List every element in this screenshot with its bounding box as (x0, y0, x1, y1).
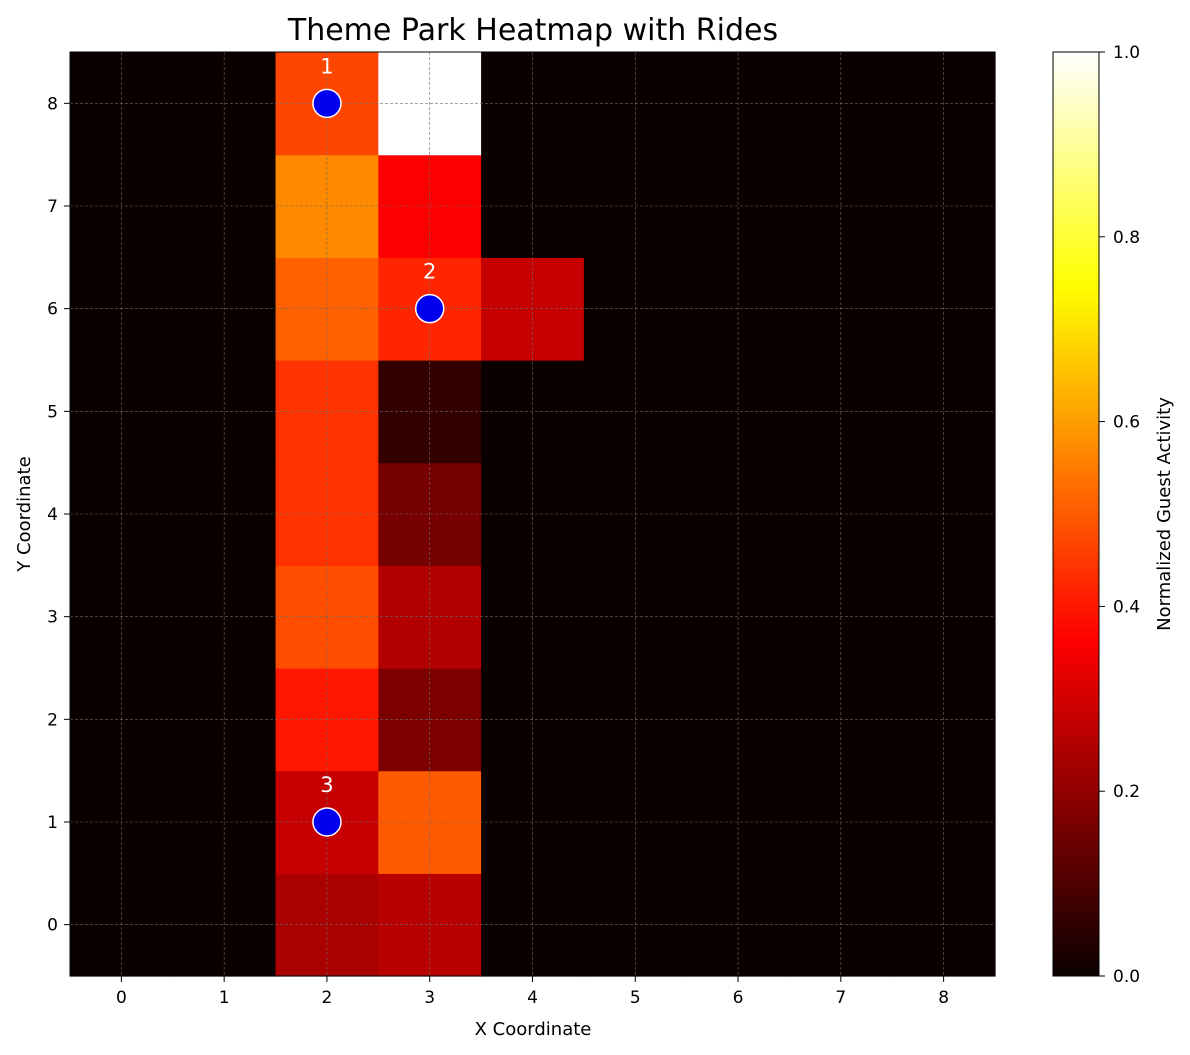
colorbar (1052, 51, 1100, 977)
ride-label-1: 1 (320, 54, 333, 78)
heatmap-cell-0-7 (70, 154, 174, 258)
x-tick-label: 0 (116, 988, 127, 1008)
y-tick-label: 5 (47, 402, 58, 422)
heatmap-cell-4-7 (481, 154, 585, 258)
y-tick-label: 7 (47, 197, 58, 217)
ride-label-2: 2 (423, 260, 436, 284)
heatmap-cell-3-7 (378, 154, 482, 258)
colorbar-ticks: 0.0 0.2 0.4 0.6 0.8 1.0 (1099, 43, 1140, 987)
ride-marker-1 (312, 88, 342, 119)
y-tick-label: 0 (47, 916, 58, 936)
colorbar-label: Normalized Guest Activity (1154, 397, 1175, 631)
y-tick-label: 2 (47, 710, 58, 730)
heatmap-cell-7-1 (789, 770, 893, 874)
heatmap-cell-8-0 (892, 873, 996, 977)
x-tick-label: 7 (835, 988, 846, 1008)
heatmap-cell-5-1 (583, 770, 688, 874)
colorbar-tick-label: 1.0 (1113, 43, 1140, 63)
ride-marker-2 (414, 293, 445, 324)
heatmap-cell-6-6 (686, 257, 791, 361)
colorbar-tick-label: 0.2 (1113, 782, 1140, 802)
colorbar-tick-label: 0.8 (1113, 228, 1140, 248)
x-tick-label: 2 (322, 988, 333, 1008)
heatmap-cell-8-8 (892, 52, 996, 156)
ride-markers: 1 2 3 (312, 54, 445, 837)
y-tick-label: 4 (47, 505, 58, 525)
heatmap-cell-8-2 (892, 668, 996, 772)
x-tick-label: 6 (733, 988, 744, 1008)
heatmap-cell-5-6 (583, 257, 688, 361)
y-axis-ticks: 0 1 2 3 4 5 6 7 8 (47, 94, 70, 936)
heatmap-cell-8-3 (892, 565, 996, 669)
x-tick-label: 4 (527, 988, 538, 1008)
x-axis-ticks: 0 1 2 3 4 5 6 7 8 (116, 976, 949, 1008)
x-tick-label: 3 (424, 988, 435, 1008)
heatmap-cell-7-7 (789, 154, 893, 258)
colorbar-tick-label: 0.4 (1113, 597, 1140, 617)
heatmap-cell-0-6 (70, 257, 174, 361)
x-tick-label: 5 (630, 988, 641, 1008)
y-tick-label: 1 (47, 813, 58, 833)
x-tick-label: 8 (938, 988, 949, 1008)
heatmap-cell-2-7 (275, 154, 379, 258)
x-axis-label: X Coordinate (475, 1019, 592, 1040)
heatmap-cell-8-7 (892, 154, 996, 258)
ride-label-3: 3 (320, 773, 333, 797)
colorbar-tick-label: 0.6 (1113, 413, 1140, 433)
y-tick-label: 6 (47, 300, 58, 320)
heatmap-cell-8-5 (892, 360, 996, 464)
grid-lines (70, 52, 995, 976)
heatmap-cell-6-1 (686, 770, 791, 874)
y-tick-label: 8 (47, 94, 58, 114)
y-tick-label: 3 (47, 608, 58, 628)
heatmap-cell-7-6 (789, 257, 893, 361)
heatmap-cell-8-6 (892, 257, 996, 361)
heatmap-cell-8-4 (892, 462, 996, 566)
y-axis-label: Y Coordinate (14, 456, 35, 572)
heatmap-cell-0-1 (70, 770, 174, 874)
ride-marker-3 (312, 807, 342, 837)
heatmap-cell-6-7 (686, 154, 791, 258)
chart-title: Theme Park Heatmap with Rides (287, 13, 778, 48)
heatmap-cell-8-1 (892, 770, 996, 874)
heatmap-cell-5-7 (583, 154, 688, 258)
x-tick-label: 1 (219, 988, 230, 1008)
heatmap-cell-1-7 (172, 154, 277, 258)
colorbar-tick-label: 0.0 (1113, 967, 1140, 987)
